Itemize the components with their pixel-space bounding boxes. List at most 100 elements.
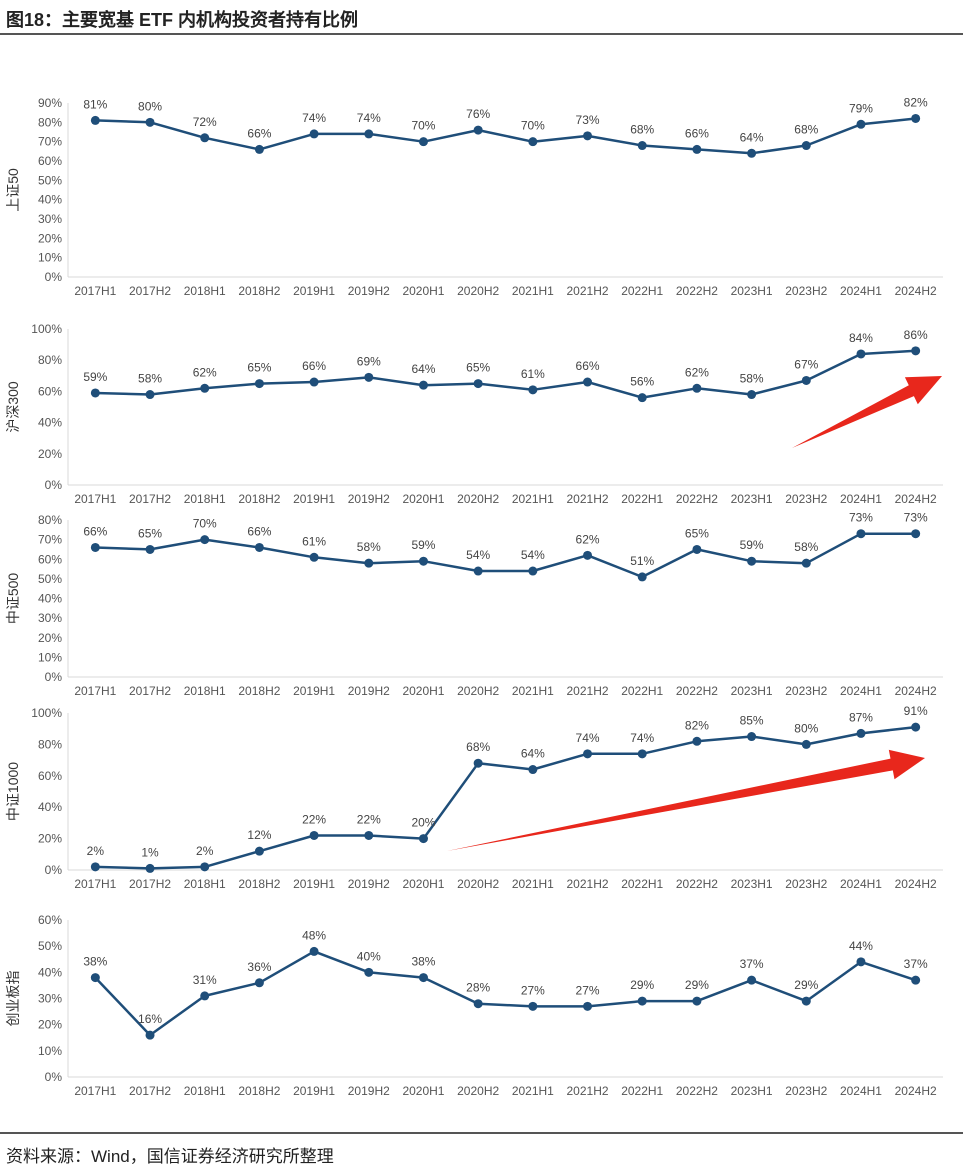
data-point <box>364 558 374 568</box>
data-point <box>473 566 483 576</box>
x-tick-label: 2022H2 <box>676 284 718 298</box>
x-tick-label: 2021H2 <box>567 877 609 891</box>
data-point <box>309 946 319 956</box>
data-label: 70% <box>193 517 217 531</box>
x-tick-label: 2024H1 <box>840 492 882 506</box>
x-tick-label: 2019H1 <box>293 492 335 506</box>
x-tick-label: 2019H2 <box>348 684 390 698</box>
x-tick-label: 2017H2 <box>129 284 171 298</box>
data-point <box>473 999 483 1009</box>
data-point <box>747 148 757 158</box>
data-point <box>528 137 538 147</box>
data-label: 58% <box>357 540 381 554</box>
y-axis-title: 中证1000 <box>5 762 21 821</box>
data-point <box>473 379 483 389</box>
data-point <box>856 529 866 539</box>
data-point <box>747 732 757 742</box>
x-tick-label: 2022H1 <box>621 684 663 698</box>
data-label: 20% <box>411 816 435 830</box>
data-label: 80% <box>794 721 818 735</box>
data-label: 66% <box>247 126 271 140</box>
x-tick-label: 2023H2 <box>785 492 827 506</box>
data-label: 73% <box>849 511 873 525</box>
data-label: 80% <box>138 99 162 113</box>
x-tick-label: 2019H2 <box>348 877 390 891</box>
data-point <box>200 991 210 1001</box>
x-tick-label: 2020H2 <box>457 1084 499 1098</box>
data-label: 91% <box>904 704 928 718</box>
x-tick-label: 2022H2 <box>676 684 718 698</box>
x-tick-label: 2019H1 <box>293 877 335 891</box>
data-point <box>145 390 155 400</box>
data-label: 66% <box>83 524 107 538</box>
x-tick-label: 2018H1 <box>184 492 226 506</box>
figure-title: 图18：主要宽基 ETF 内机构投资者持有比例 <box>6 10 359 30</box>
x-tick-label: 2023H1 <box>731 1084 773 1098</box>
data-point <box>856 349 866 359</box>
trend-arrow-icon <box>447 749 925 851</box>
y-tick-label: 60% <box>38 384 62 398</box>
x-tick-label: 2021H1 <box>512 492 554 506</box>
y-axis-title: 上证50 <box>5 168 21 212</box>
x-tick-label: 2019H2 <box>348 284 390 298</box>
data-label: 37% <box>740 957 764 971</box>
x-tick-label: 2019H1 <box>293 1084 335 1098</box>
data-point <box>145 1030 155 1040</box>
data-label: 65% <box>138 526 162 540</box>
x-tick-label: 2020H2 <box>457 284 499 298</box>
trend-arrow-icon <box>792 376 942 448</box>
x-tick-label: 2020H2 <box>457 684 499 698</box>
data-point <box>145 544 155 554</box>
y-tick-label: 20% <box>38 231 62 245</box>
data-point <box>801 375 811 385</box>
data-point <box>528 566 538 576</box>
data-label: 87% <box>849 710 873 724</box>
data-point <box>309 830 319 840</box>
data-label: 65% <box>685 526 709 540</box>
data-label: 82% <box>685 718 709 732</box>
x-tick-label: 2018H1 <box>184 1084 226 1098</box>
data-label: 81% <box>83 97 107 111</box>
y-tick-label: 50% <box>38 572 62 586</box>
y-axis-title: 中证500 <box>5 573 21 625</box>
data-label: 73% <box>576 113 600 127</box>
data-point <box>692 736 702 746</box>
x-tick-label: 2018H1 <box>184 684 226 698</box>
y-tick-label: 90% <box>38 96 62 110</box>
data-label: 73% <box>904 511 928 525</box>
y-tick-label: 80% <box>38 737 62 751</box>
data-label: 27% <box>521 983 545 997</box>
x-tick-label: 2019H2 <box>348 492 390 506</box>
data-label: 22% <box>302 812 326 826</box>
data-point <box>418 973 428 983</box>
x-tick-label: 2024H1 <box>840 877 882 891</box>
y-tick-label: 60% <box>38 552 62 566</box>
data-label: 74% <box>576 731 600 745</box>
data-point <box>200 133 210 143</box>
x-tick-label: 2021H1 <box>512 684 554 698</box>
data-label: 51% <box>630 554 654 568</box>
y-tick-label: 20% <box>38 1018 62 1032</box>
x-tick-label: 2020H1 <box>402 284 444 298</box>
y-tick-label: 20% <box>38 447 62 461</box>
data-point <box>583 749 593 759</box>
data-point <box>200 862 210 872</box>
data-point <box>418 380 428 390</box>
data-point <box>911 722 921 732</box>
y-tick-label: 40% <box>38 193 62 207</box>
y-tick-label: 30% <box>38 212 62 226</box>
data-label: 62% <box>193 365 217 379</box>
data-point <box>90 388 100 398</box>
data-point <box>200 383 210 393</box>
data-label: 59% <box>411 538 435 552</box>
data-label: 1% <box>141 845 159 859</box>
y-tick-label: 0% <box>45 863 63 877</box>
data-label: 82% <box>904 95 928 109</box>
x-tick-label: 2021H1 <box>512 284 554 298</box>
x-tick-label: 2024H2 <box>895 284 937 298</box>
data-point <box>692 544 702 554</box>
data-label: 74% <box>302 111 326 125</box>
data-point <box>637 996 647 1006</box>
x-tick-label: 2022H1 <box>621 284 663 298</box>
x-tick-label: 2024H2 <box>895 684 937 698</box>
